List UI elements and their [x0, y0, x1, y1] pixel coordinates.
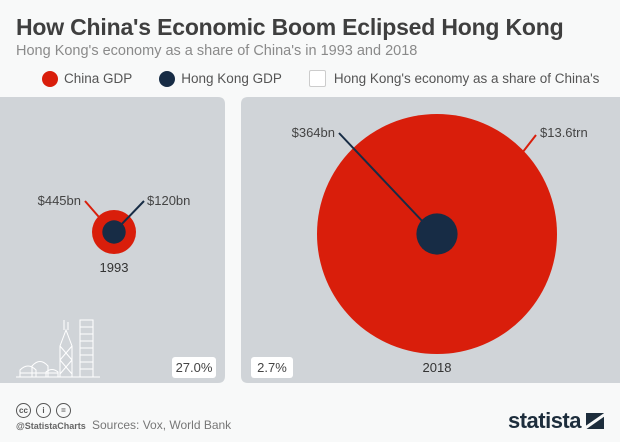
hong-kong-skyline-icon	[16, 319, 100, 378]
hong-kong-gdp-label-2018: $364bn	[292, 125, 335, 140]
hong-kong-gdp-leader-line-1993	[117, 200, 145, 229]
legend-swatch-hong-kong	[159, 70, 176, 87]
chart-title: How China's Economic Boom Eclipsed Hong …	[16, 14, 564, 40]
legend-swatch-share	[308, 70, 326, 87]
cc-icon: cc	[16, 403, 31, 418]
footer-sources: Sources: Vox, World Bank	[92, 418, 232, 432]
footer-handle: @StatistaCharts	[16, 421, 86, 431]
share-value-2018: 2.7%	[257, 360, 287, 375]
share-value-1993: 27.0%	[176, 360, 213, 375]
attribution-icon: i	[36, 403, 51, 418]
legend-item-china: China GDP	[42, 70, 133, 87]
share-badge-2018	[251, 357, 293, 378]
hong-kong-gdp-circle-2018	[416, 213, 458, 255]
legend-label: Hong Kong GDP	[181, 71, 282, 86]
legend: China GDP Hong Kong GDP Hong Kong's econ…	[42, 70, 620, 87]
hong-kong-gdp-leader-line-2018	[338, 132, 426, 225]
china-gdp-leader-line-1993	[84, 200, 100, 218]
legend-swatch-china	[42, 70, 58, 87]
legend-label: China GDP	[64, 71, 133, 86]
legend-label: Hong Kong's economy as a share of China'…	[333, 71, 600, 86]
china-gdp-label-2018: $13.6trn	[540, 125, 588, 140]
legend-item-hong-kong: Hong Kong GDP	[159, 70, 282, 87]
no-derivatives-icon: =	[56, 403, 71, 418]
statista-logo-mark-icon	[586, 413, 604, 429]
statista-logo: statista	[508, 408, 604, 434]
china-gdp-leader-line-2018	[522, 134, 537, 152]
share-badge-1993	[172, 357, 216, 378]
chart-subtitle: Hong Kong's economy as a share of China'…	[16, 43, 418, 59]
hong-kong-gdp-label-1993: $120bn	[147, 193, 190, 208]
china-gdp-label-1993: $445bn	[38, 193, 81, 208]
statista-logo-text: statista	[507, 408, 582, 433]
year-label-1993: 1993	[100, 260, 129, 275]
year-label-2018: 2018	[423, 360, 452, 375]
legend-item-share: Hong Kong's economy as a share of China'…	[308, 70, 600, 87]
